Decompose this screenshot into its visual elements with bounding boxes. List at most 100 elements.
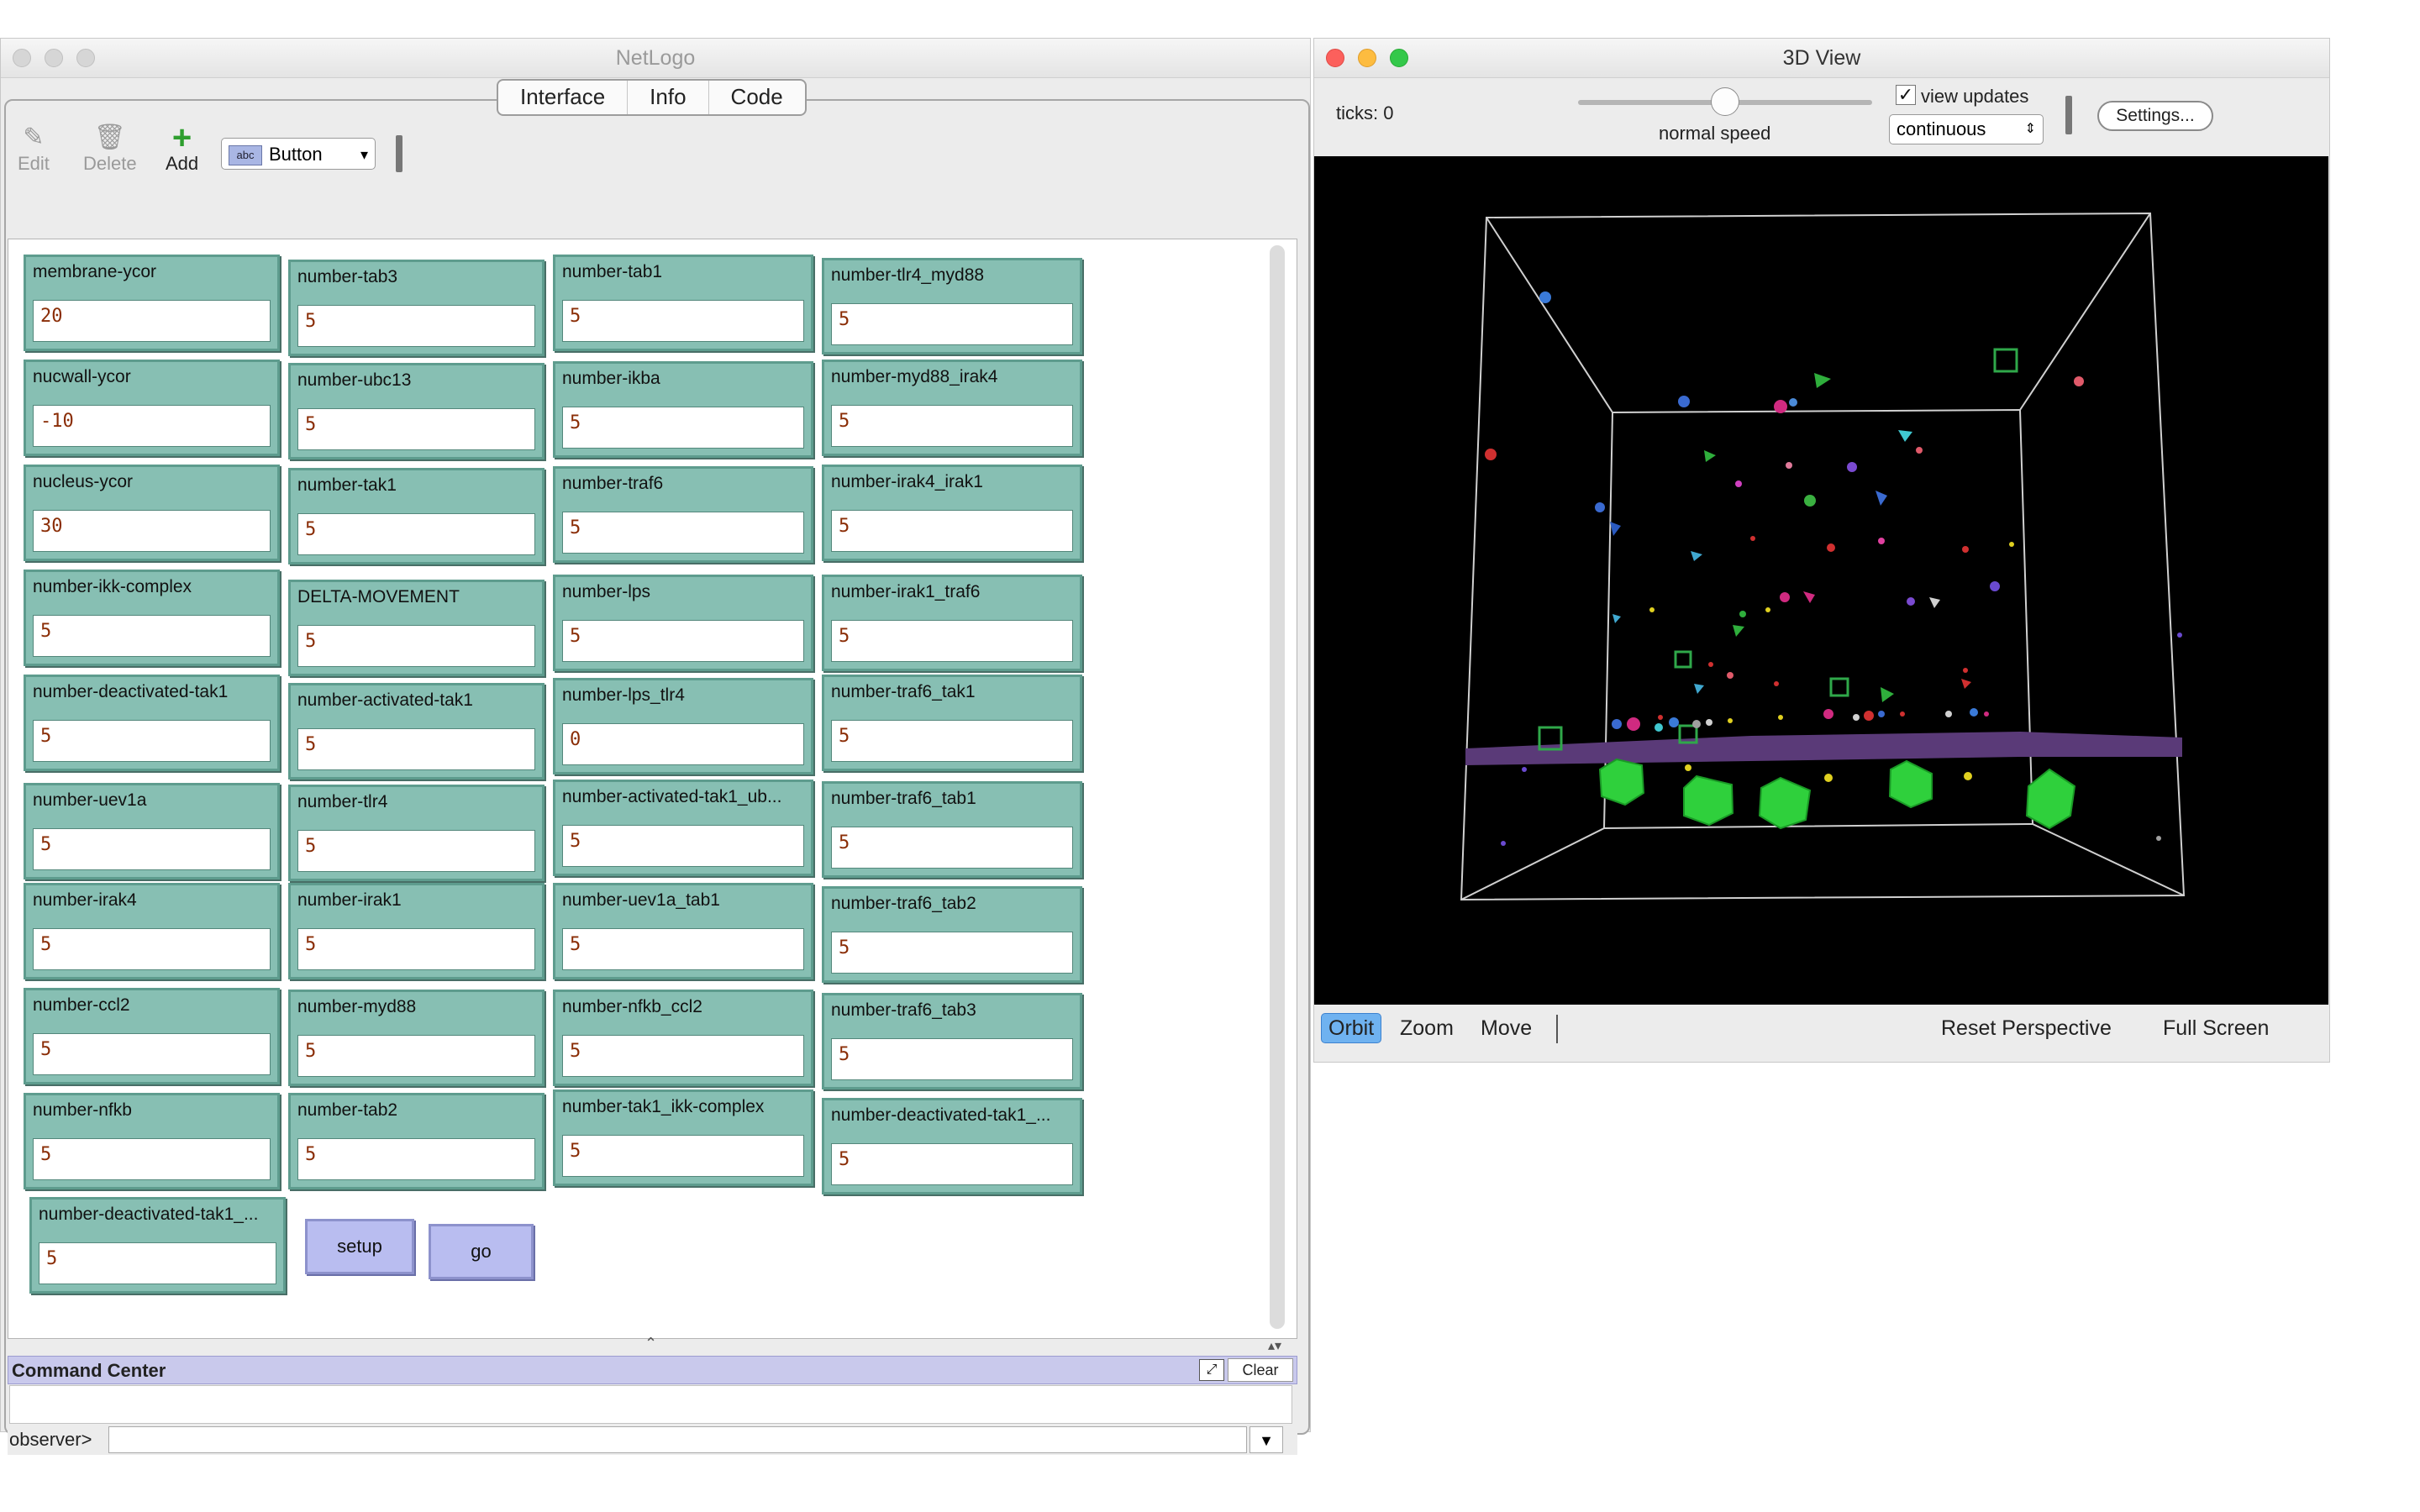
input-widget-field[interactable]: 5 [297, 513, 535, 555]
input-widget-field[interactable]: 5 [297, 728, 535, 770]
observer-prompt[interactable]: observer> [9, 1429, 92, 1450]
move-button[interactable]: Move [1481, 1016, 1533, 1040]
input-widget-field[interactable]: 5 [297, 625, 535, 667]
minimize-window-icon[interactable] [45, 49, 63, 67]
input-widget[interactable]: number-tak1 5 [288, 468, 544, 564]
input-widget[interactable]: number-nfkb_ccl2 5 [553, 990, 813, 1086]
tab-code[interactable]: Code [730, 84, 783, 109]
input-widget[interactable]: number-tab1 5 [553, 255, 813, 351]
input-widget[interactable]: number-activated-tak1_ub... 5 [553, 780, 813, 876]
command-input[interactable] [108, 1426, 1247, 1453]
input-widget[interactable]: number-irak1 5 [288, 883, 544, 979]
input-widget[interactable]: number-ubc13 5 [288, 363, 544, 459]
input-widget-field[interactable]: 5 [562, 928, 804, 970]
speed-slider-knob[interactable] [1711, 87, 1739, 116]
input-widget[interactable]: number-traf6_tak1 5 [822, 675, 1082, 771]
zoom-button[interactable]: Zoom [1400, 1016, 1454, 1040]
input-widget-field[interactable]: 5 [39, 1242, 276, 1284]
minimize-window-icon[interactable] [1358, 49, 1376, 67]
input-widget[interactable]: number-irak4 5 [24, 883, 280, 979]
input-widget[interactable]: number-myd88 5 [288, 990, 544, 1086]
input-widget-field[interactable]: 5 [831, 303, 1073, 345]
input-widget[interactable]: number-uev1a 5 [24, 783, 280, 879]
scroll-arrows-icon[interactable]: ▴▾ [1268, 1339, 1282, 1353]
history-dropdown-icon[interactable]: ▼ [1249, 1426, 1283, 1453]
input-widget[interactable]: number-tab2 5 [288, 1093, 544, 1189]
input-widget[interactable]: number-ikba 5 [553, 361, 813, 458]
zoom-window-icon[interactable] [76, 49, 95, 67]
input-widget-field[interactable]: 5 [831, 1143, 1073, 1185]
input-widget[interactable]: number-irak4_irak1 5 [822, 465, 1082, 561]
input-widget[interactable]: number-tlr4 5 [288, 785, 544, 881]
input-widget[interactable]: number-deactivated-tak1_... 5 [822, 1098, 1082, 1194]
input-widget-field[interactable]: 5 [562, 407, 804, 449]
add-button[interactable]: + Add [166, 121, 198, 175]
input-widget-field[interactable]: 5 [562, 1035, 804, 1077]
panel-splitter-icon[interactable]: ⌃ [644, 1335, 658, 1352]
input-widget[interactable]: number-deactivated-tak1 5 [24, 675, 280, 771]
clear-button[interactable]: Clear [1228, 1358, 1293, 1382]
interface-canvas[interactable]: membrane-ycor 20 number-tab3 5 number-tab1 5 n… [8, 239, 1297, 1339]
reset-perspective-button[interactable]: Reset Perspective [1941, 1016, 2112, 1040]
input-widget-field[interactable]: 5 [562, 620, 804, 662]
go-button[interactable]: go [429, 1224, 534, 1279]
settings-button[interactable]: Settings... [2097, 101, 2213, 131]
input-widget[interactable]: nucwall-ycor -10 [24, 360, 280, 456]
input-widget-field[interactable]: 5 [562, 300, 804, 342]
input-widget-field[interactable]: 30 [33, 510, 271, 552]
input-widget-field[interactable]: 5 [831, 1038, 1073, 1080]
input-widget-field[interactable]: 5 [831, 405, 1073, 447]
input-widget-field[interactable]: 5 [33, 828, 271, 870]
orbit-button[interactable]: Orbit [1321, 1013, 1382, 1043]
input-widget-field[interactable]: 5 [297, 1138, 535, 1180]
delete-button[interactable]: 🗑 Delete [83, 123, 137, 175]
input-widget-field[interactable]: 5 [297, 305, 535, 347]
input-widget-field[interactable]: 5 [831, 720, 1073, 762]
input-widget[interactable]: number-lps 5 [553, 575, 813, 671]
input-widget-field[interactable]: 5 [831, 827, 1073, 869]
input-widget[interactable]: number-ikk-complex 5 [24, 570, 280, 666]
input-widget[interactable]: DELTA-MOVEMENT 5 [288, 580, 544, 676]
input-widget[interactable]: number-traf6_tab1 5 [822, 781, 1082, 878]
input-widget[interactable]: number-deactivated-tak1_... 5 [29, 1197, 286, 1294]
input-widget[interactable]: number-irak1_traf6 5 [822, 575, 1082, 671]
update-mode-select[interactable]: continuous ⇕ [1889, 114, 2044, 144]
input-widget-field[interactable]: 5 [562, 825, 804, 867]
view3d-titlebar[interactable]: 3D View [1314, 39, 2329, 78]
input-widget[interactable]: number-traf6_tab3 5 [822, 993, 1082, 1089]
input-widget-field[interactable]: 5 [831, 510, 1073, 552]
input-widget[interactable]: number-uev1a_tab1 5 [553, 883, 813, 979]
input-widget-field[interactable]: -10 [33, 405, 271, 447]
input-widget-field[interactable]: 5 [297, 928, 535, 970]
input-widget[interactable]: number-tlr4_myd88 5 [822, 258, 1082, 354]
close-window-icon[interactable] [1326, 49, 1344, 67]
expand-icon[interactable]: ⤢ [1199, 1359, 1224, 1381]
input-widget-field[interactable]: 5 [831, 932, 1073, 974]
input-widget-field[interactable]: 5 [562, 512, 804, 554]
netlogo-titlebar[interactable]: NetLogo [1, 39, 1310, 78]
input-widget[interactable]: number-nfkb 5 [24, 1093, 280, 1189]
input-widget-field[interactable]: 20 [33, 300, 271, 342]
interface-scrollbar[interactable] [1270, 245, 1285, 1329]
input-widget-field[interactable]: 5 [33, 928, 271, 970]
input-widget[interactable]: membrane-ycor 20 [24, 255, 280, 351]
setup-button[interactable]: setup [305, 1219, 414, 1274]
edit-button[interactable]: ✎ Edit [18, 123, 50, 175]
input-widget[interactable]: number-ccl2 5 [24, 988, 280, 1084]
input-widget[interactable]: number-traf6 5 [553, 466, 813, 563]
close-window-icon[interactable] [13, 49, 31, 67]
tab-info[interactable]: Info [628, 81, 709, 114]
input-widget[interactable]: number-lps_tlr4 0 [553, 678, 813, 774]
zoom-window-icon[interactable] [1390, 49, 1408, 67]
input-widget[interactable]: number-myd88_irak4 5 [822, 360, 1082, 456]
input-widget-field[interactable]: 5 [831, 620, 1073, 662]
input-widget-field[interactable]: 5 [297, 408, 535, 450]
full-screen-button[interactable]: Full Screen [2163, 1016, 2270, 1040]
3d-viewport[interactable] [1314, 156, 2328, 1005]
input-widget[interactable]: number-tab3 5 [288, 260, 544, 356]
input-widget[interactable]: nucleus-ycor 30 [24, 465, 280, 561]
input-widget-field[interactable]: 5 [33, 1033, 271, 1075]
widget-type-select[interactable]: abc Button ▾ [221, 138, 376, 170]
input-widget-field[interactable]: 5 [297, 830, 535, 872]
input-widget-field[interactable]: 5 [33, 1138, 271, 1180]
